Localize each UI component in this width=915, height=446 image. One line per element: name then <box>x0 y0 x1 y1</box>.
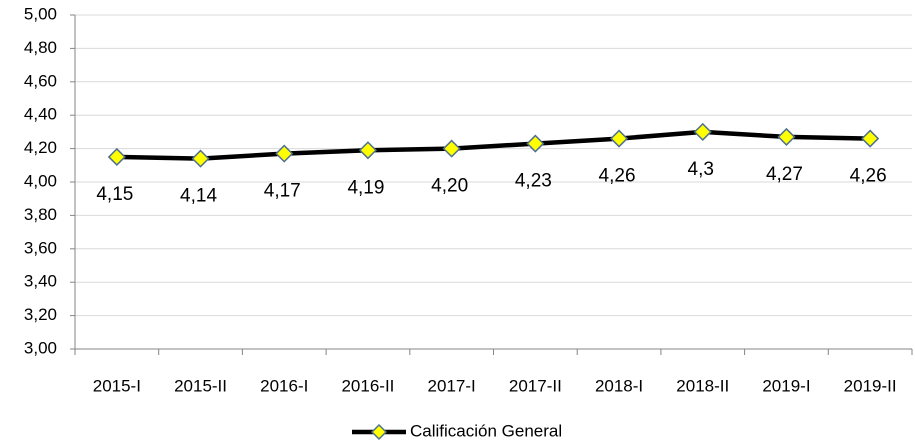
marker <box>442 139 461 158</box>
data-label: 4,27 <box>766 164 803 185</box>
legend-marker <box>370 423 388 441</box>
marker <box>275 144 294 163</box>
y-tick-label: 3,00 <box>24 338 57 357</box>
x-tick-label: 2017-II <box>509 376 562 395</box>
x-tick-label: 2018-II <box>676 376 729 395</box>
x-tick-label: 2017-I <box>428 376 476 395</box>
marker <box>107 147 126 167</box>
marker <box>358 141 378 160</box>
line <box>116 129 871 161</box>
data-label: 4,26 <box>850 166 887 187</box>
x-tick-label: 2018-I <box>595 376 643 395</box>
data-label: 4,14 <box>180 186 217 207</box>
marker <box>861 129 880 148</box>
data-label: 4,20 <box>431 176 468 197</box>
y-tick-label: 3,80 <box>24 205 57 224</box>
y-tick-label: 3,40 <box>24 272 57 291</box>
x-tick-label: 2015-II <box>174 376 227 395</box>
x-tick-label: 2016-II <box>341 376 394 395</box>
marker <box>693 122 712 141</box>
data-label: 4,19 <box>347 177 384 198</box>
x-tick-label: 2019-I <box>762 376 810 395</box>
data-label: 4,15 <box>96 184 133 205</box>
y-tick-label: 3,60 <box>24 238 57 257</box>
marker <box>191 149 210 168</box>
marker <box>777 127 796 146</box>
x-tick-label: 2016-I <box>260 376 308 395</box>
y-tick-label: 4,60 <box>24 71 57 90</box>
data-label: 4,17 <box>264 181 301 202</box>
y-tick-label: 3,20 <box>24 305 57 324</box>
legend-label: Calificación General <box>410 421 562 440</box>
data-label: 4,3 <box>688 159 714 180</box>
y-tick-label: 4,80 <box>24 38 57 57</box>
marker <box>526 134 545 153</box>
y-tick-label: 4,20 <box>24 138 57 157</box>
data-label: 4,23 <box>515 171 552 192</box>
y-tick-label: 4,40 <box>24 105 57 124</box>
y-tick-label: 4,00 <box>24 171 57 190</box>
x-tick-label: 2019-II <box>844 376 897 395</box>
marker <box>609 129 629 148</box>
x-tick-label: 2015-I <box>93 376 141 395</box>
data-label: 4,26 <box>599 166 636 187</box>
y-tick-label: 5,00 <box>24 4 57 23</box>
